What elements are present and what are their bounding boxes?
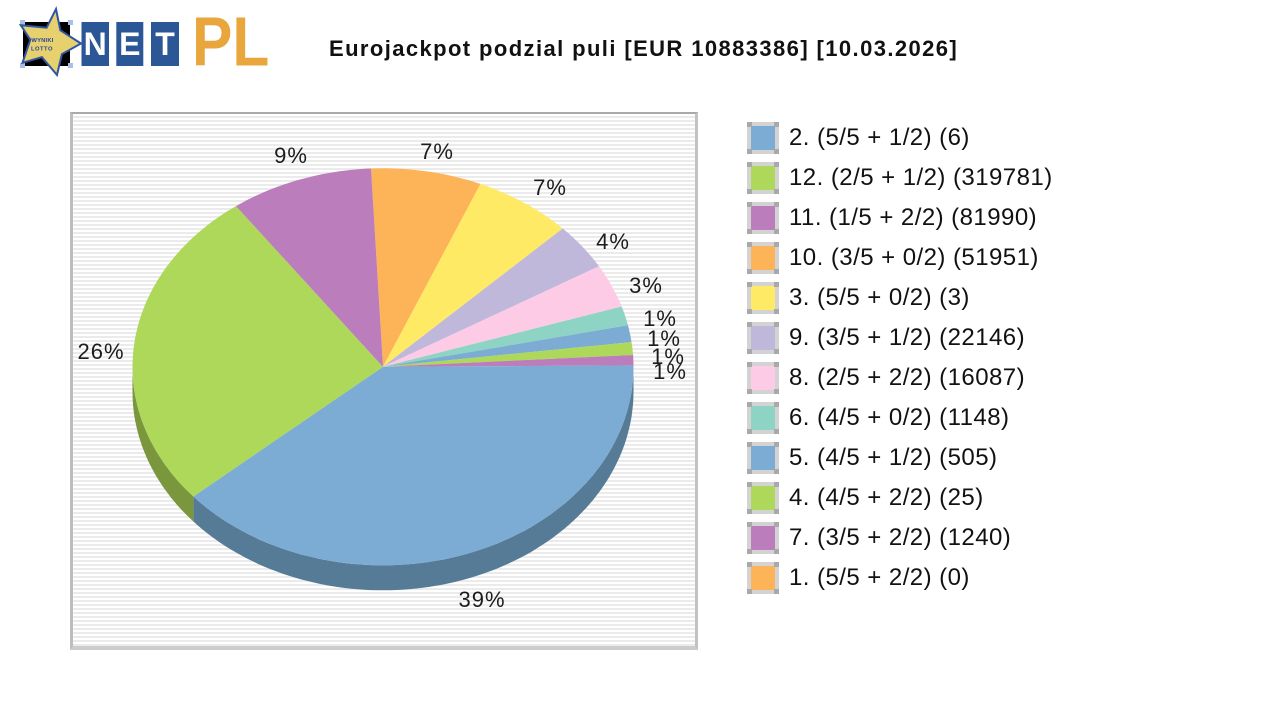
- svg-text:PL: PL: [192, 2, 269, 80]
- svg-text:WYNIKI: WYNIKI: [31, 38, 53, 44]
- svg-text:E: E: [119, 26, 140, 62]
- svg-text:T: T: [155, 26, 175, 62]
- svg-text:LOTTO: LOTTO: [31, 47, 53, 53]
- svg-text:N: N: [84, 26, 107, 62]
